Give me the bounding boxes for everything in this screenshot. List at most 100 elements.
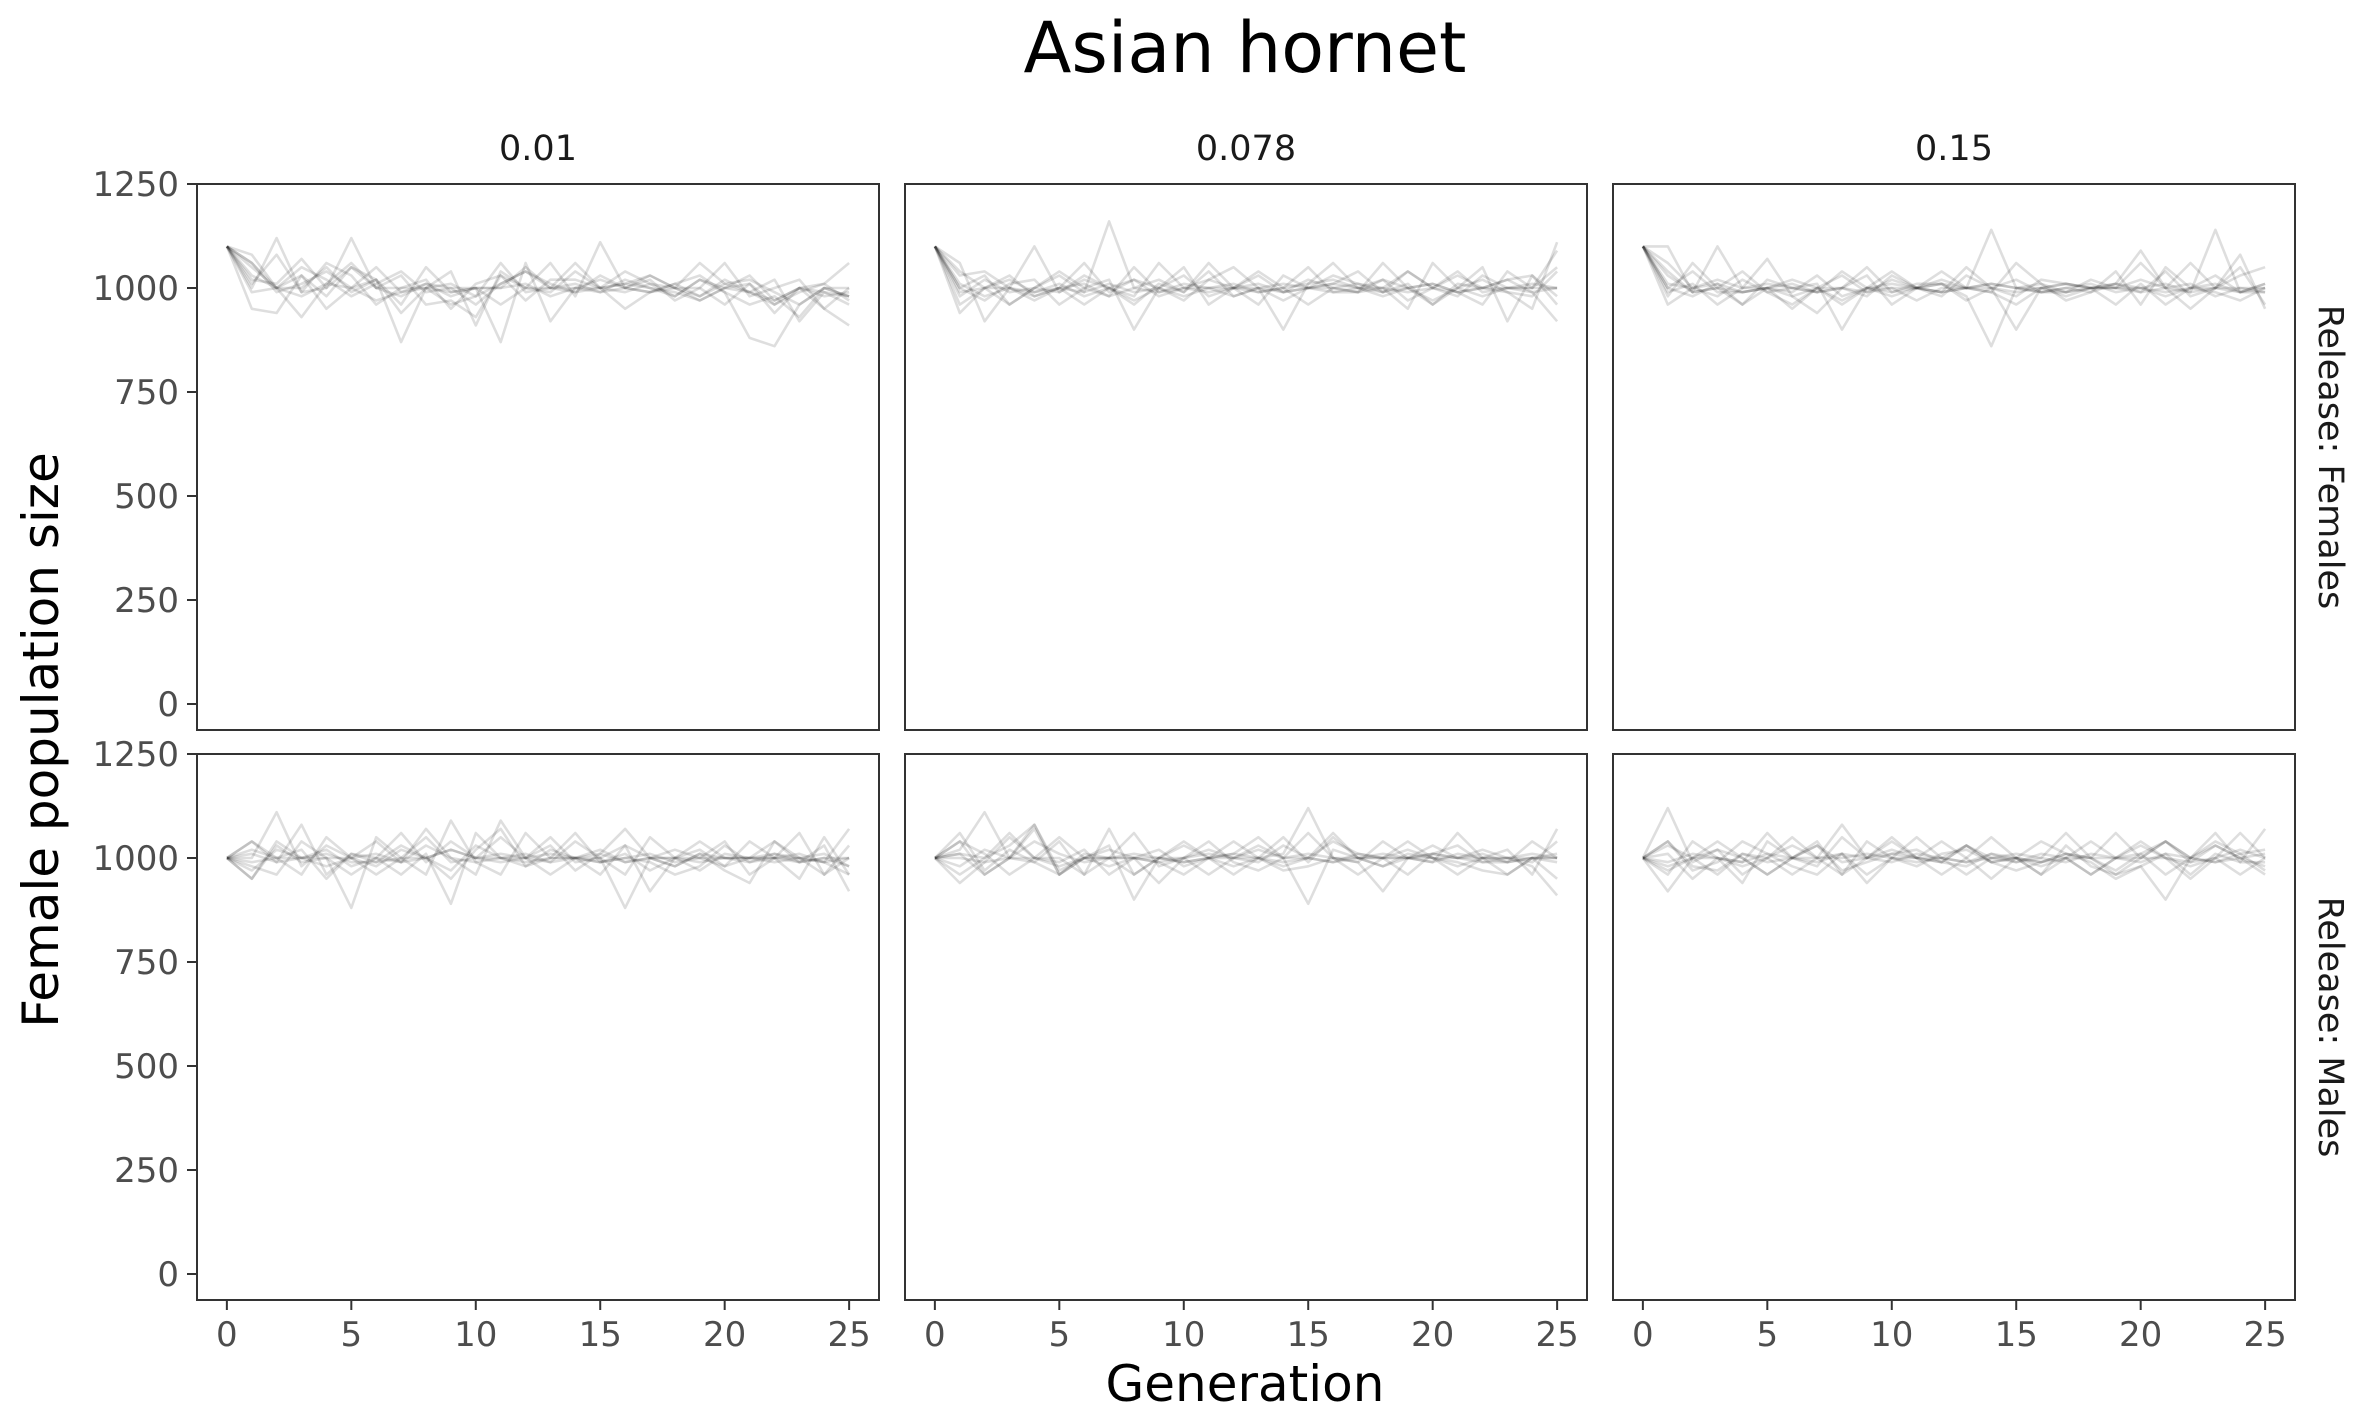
simulation-run-line <box>1641 831 2266 893</box>
simulation-run-line <box>934 806 1558 901</box>
simulation-run-line <box>934 823 1558 872</box>
y-tick-label: 750 <box>114 943 179 983</box>
y-tick-label: 1000 <box>92 839 179 879</box>
simulation-run-line <box>225 236 850 327</box>
simulation-run-line <box>1641 245 2266 348</box>
simulation-run-line <box>1642 835 2266 885</box>
panel-border <box>196 183 880 731</box>
x-tick-label: 25 <box>827 1315 870 1355</box>
simulation-run-line <box>933 827 1558 876</box>
x-axes: 0 5 10 15 20 25 0 5 10 15 20 25 0 5 10 15 20 25 <box>216 1300 2287 1355</box>
simulation-run-line <box>226 245 850 306</box>
x-tick-label: 10 <box>1162 1315 1205 1355</box>
simulation-run-line <box>226 819 851 910</box>
simulation-run-line <box>934 828 1559 876</box>
simulation-run-line <box>933 827 1558 885</box>
simulation-run-line <box>226 848 850 872</box>
y-tick-label: 0 <box>157 685 179 725</box>
simulation-run-line <box>1642 828 2267 876</box>
x-tick-label: 15 <box>579 1315 622 1355</box>
simulation-run-line <box>1642 245 2267 310</box>
column-facet-label: 0.15 <box>1915 129 1993 169</box>
facet-panel <box>196 753 880 1301</box>
x-tick-label: 10 <box>454 1315 497 1355</box>
row-facet-label: Release: Females <box>2310 305 2350 609</box>
simulation-run-line <box>225 245 850 306</box>
simulation-run-line <box>1641 245 2266 311</box>
x-tick-label: 5 <box>1757 1315 1779 1355</box>
simulation-run-line <box>934 245 1559 331</box>
simulation-run-line <box>1642 245 2266 294</box>
simulation-run-line <box>1641 245 2266 306</box>
facet-panel <box>904 183 1588 731</box>
simulation-run-line <box>226 823 850 876</box>
x-tick-label: 10 <box>1870 1315 1913 1355</box>
simulation-run-line <box>1641 245 2266 302</box>
simulation-run-line <box>933 245 1558 306</box>
simulation-run-line <box>934 835 1558 876</box>
y-tick-label: 0 <box>157 1255 179 1295</box>
facet-panel <box>1612 753 2296 1301</box>
facet-panel <box>904 753 1588 1301</box>
simulation-run-line <box>933 245 1558 298</box>
y-tick-label: 250 <box>114 1151 179 1191</box>
x-tick-label: 15 <box>1995 1315 2038 1355</box>
y-axis-title: Female population size <box>12 452 70 1028</box>
simulation-run-line <box>1641 228 2266 331</box>
simulation-run-line <box>226 245 850 327</box>
x-tick-label: 5 <box>341 1315 363 1355</box>
simulation-run-line <box>933 245 1559 306</box>
y-tick-label: 500 <box>114 1047 179 1087</box>
simulation-run-line <box>933 220 1558 302</box>
simulation-run-line <box>1642 835 2266 876</box>
panel-border <box>904 753 1588 1301</box>
simulation-run-line <box>226 810 851 876</box>
y-axes: 0 250 500 750 1000 1250 0 250 500 750 1000 1250 <box>92 165 197 1295</box>
row-facet-label: Release: Males <box>2310 897 2350 1158</box>
x-tick-label: 5 <box>1049 1315 1071 1355</box>
simulation-run-line <box>225 236 850 311</box>
x-axis-title: Generation <box>1106 1355 1385 1413</box>
simulation-run-line <box>226 835 850 893</box>
simulation-run-line <box>1642 831 2266 876</box>
y-tick-label: 250 <box>114 581 179 621</box>
x-tick-label: 20 <box>703 1315 746 1355</box>
y-tick-label: 500 <box>114 477 179 517</box>
chart-title: Asian hornet <box>1024 7 1467 89</box>
simulation-run-line <box>933 245 1559 306</box>
simulation-run-line <box>225 245 850 302</box>
simulation-run-line <box>1642 852 2266 868</box>
simulation-run-line <box>934 831 1558 906</box>
column-facet-label: 0.078 <box>1196 129 1296 169</box>
simulation-run-line <box>934 840 1558 876</box>
simulation-run-line <box>225 245 850 348</box>
simulation-run-line <box>1642 840 2266 876</box>
x-tick-label: 25 <box>1535 1315 1578 1355</box>
simulation-run-line <box>1641 806 2267 881</box>
facet-panel <box>1612 183 2296 731</box>
x-tick-label: 0 <box>216 1315 238 1355</box>
column-facet-labels: 0.01 0.078 0.15 <box>499 129 1993 169</box>
simulation-run-line <box>1641 245 2266 306</box>
panel-border <box>904 183 1588 731</box>
simulation-run-line <box>933 241 1559 311</box>
simulation-run-line <box>933 245 1558 315</box>
simulation-run-line <box>226 240 850 306</box>
simulation-run-line <box>226 831 851 910</box>
x-tick-label: 20 <box>1411 1315 1454 1355</box>
simulation-run-line <box>934 831 1558 893</box>
simulation-run-line <box>933 245 1558 331</box>
simulation-run-line <box>934 810 1559 897</box>
simulation-run-line <box>1641 228 2266 331</box>
simulation-run-line <box>226 827 851 892</box>
panel-border <box>196 753 880 1301</box>
panel-border <box>1612 753 2296 1301</box>
column-facet-label: 0.01 <box>499 129 577 169</box>
x-tick-label: 15 <box>1287 1315 1330 1355</box>
y-tick-label: 1000 <box>92 269 179 309</box>
row-facet-labels: Release: Females Release: Males <box>2310 305 2350 1158</box>
simulation-run-line <box>1641 245 2267 315</box>
y-tick-label: 1250 <box>92 735 179 775</box>
